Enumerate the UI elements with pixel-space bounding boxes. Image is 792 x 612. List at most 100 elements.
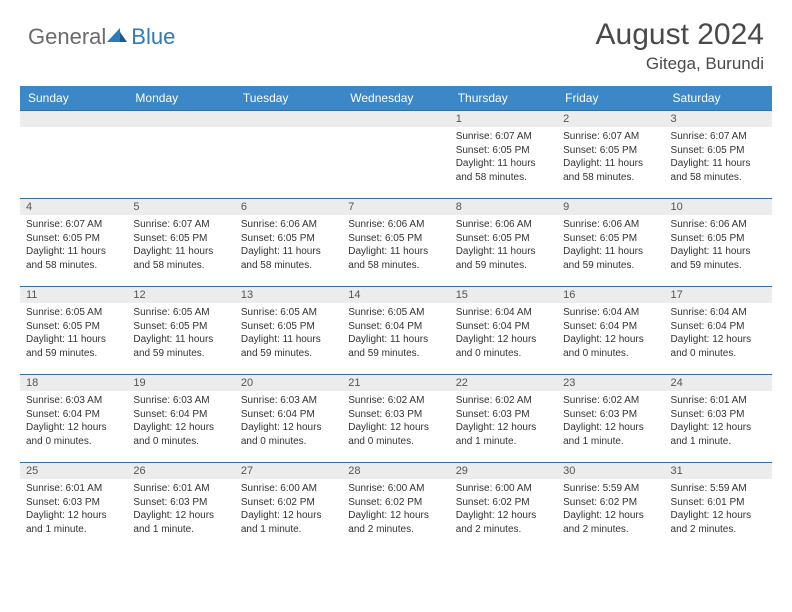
day-number: 21 <box>342 375 449 391</box>
day-number: 25 <box>20 463 127 479</box>
day-cell: 2Sunrise: 6:07 AMSunset: 6:05 PMDaylight… <box>557 111 664 199</box>
day-number: 26 <box>127 463 234 479</box>
day-detail: Sunrise: 6:06 AMSunset: 6:05 PMDaylight:… <box>342 215 449 275</box>
day-detail: Sunrise: 6:06 AMSunset: 6:05 PMDaylight:… <box>665 215 772 275</box>
day-cell: 28Sunrise: 6:00 AMSunset: 6:02 PMDayligh… <box>342 463 449 551</box>
day-detail: Sunrise: 6:04 AMSunset: 6:04 PMDaylight:… <box>665 303 772 363</box>
day-detail: Sunrise: 6:00 AMSunset: 6:02 PMDaylight:… <box>342 479 449 539</box>
day-number: 24 <box>665 375 772 391</box>
day-detail: Sunrise: 6:07 AMSunset: 6:05 PMDaylight:… <box>127 215 234 275</box>
day-number: 27 <box>235 463 342 479</box>
day-cell: 16Sunrise: 6:04 AMSunset: 6:04 PMDayligh… <box>557 287 664 375</box>
day-detail: Sunrise: 6:00 AMSunset: 6:02 PMDaylight:… <box>450 479 557 539</box>
day-number: 4 <box>20 199 127 215</box>
dayname-sunday: Sunday <box>20 86 127 111</box>
day-cell: 17Sunrise: 6:04 AMSunset: 6:04 PMDayligh… <box>665 287 772 375</box>
day-number: 2 <box>557 111 664 127</box>
day-number: 15 <box>450 287 557 303</box>
week-row: 4Sunrise: 6:07 AMSunset: 6:05 PMDaylight… <box>20 199 772 287</box>
day-cell: 11Sunrise: 6:05 AMSunset: 6:05 PMDayligh… <box>20 287 127 375</box>
day-cell: 25Sunrise: 6:01 AMSunset: 6:03 PMDayligh… <box>20 463 127 551</box>
day-cell: 6Sunrise: 6:06 AMSunset: 6:05 PMDaylight… <box>235 199 342 287</box>
day-detail: Sunrise: 6:07 AMSunset: 6:05 PMDaylight:… <box>665 127 772 187</box>
day-number: 20 <box>235 375 342 391</box>
day-cell: 4Sunrise: 6:07 AMSunset: 6:05 PMDaylight… <box>20 199 127 287</box>
day-detail: Sunrise: 6:00 AMSunset: 6:02 PMDaylight:… <box>235 479 342 539</box>
day-number: 28 <box>342 463 449 479</box>
day-cell: 29Sunrise: 6:00 AMSunset: 6:02 PMDayligh… <box>450 463 557 551</box>
day-cell: 18Sunrise: 6:03 AMSunset: 6:04 PMDayligh… <box>20 375 127 463</box>
dayname-thursday: Thursday <box>450 86 557 111</box>
day-cell: 14Sunrise: 6:05 AMSunset: 6:04 PMDayligh… <box>342 287 449 375</box>
day-detail: Sunrise: 6:06 AMSunset: 6:05 PMDaylight:… <box>450 215 557 275</box>
day-cell: 30Sunrise: 5:59 AMSunset: 6:02 PMDayligh… <box>557 463 664 551</box>
day-cell: 1Sunrise: 6:07 AMSunset: 6:05 PMDaylight… <box>450 111 557 199</box>
day-number: 3 <box>665 111 772 127</box>
logo-text-general: General <box>28 24 106 50</box>
day-cell: 20Sunrise: 6:03 AMSunset: 6:04 PMDayligh… <box>235 375 342 463</box>
day-number: 7 <box>342 199 449 215</box>
day-number: 10 <box>665 199 772 215</box>
day-cell: 22Sunrise: 6:02 AMSunset: 6:03 PMDayligh… <box>450 375 557 463</box>
day-detail: Sunrise: 6:06 AMSunset: 6:05 PMDaylight:… <box>557 215 664 275</box>
week-row: 11Sunrise: 6:05 AMSunset: 6:05 PMDayligh… <box>20 287 772 375</box>
day-detail: Sunrise: 6:03 AMSunset: 6:04 PMDaylight:… <box>127 391 234 451</box>
day-cell: 15Sunrise: 6:04 AMSunset: 6:04 PMDayligh… <box>450 287 557 375</box>
day-number: 9 <box>557 199 664 215</box>
day-detail: Sunrise: 6:01 AMSunset: 6:03 PMDaylight:… <box>20 479 127 539</box>
day-cell: 10Sunrise: 6:06 AMSunset: 6:05 PMDayligh… <box>665 199 772 287</box>
week-row: 1Sunrise: 6:07 AMSunset: 6:05 PMDaylight… <box>20 111 772 199</box>
day-detail: Sunrise: 6:04 AMSunset: 6:04 PMDaylight:… <box>450 303 557 363</box>
day-cell: 24Sunrise: 6:01 AMSunset: 6:03 PMDayligh… <box>665 375 772 463</box>
dayname-friday: Friday <box>557 86 664 111</box>
header: General Blue August 2024 Gitega, Burundi <box>0 0 792 82</box>
day-cell: 26Sunrise: 6:01 AMSunset: 6:03 PMDayligh… <box>127 463 234 551</box>
day-detail: Sunrise: 6:05 AMSunset: 6:05 PMDaylight:… <box>127 303 234 363</box>
day-number: 17 <box>665 287 772 303</box>
day-detail: Sunrise: 6:02 AMSunset: 6:03 PMDaylight:… <box>342 391 449 451</box>
day-number: 12 <box>127 287 234 303</box>
day-number: 11 <box>20 287 127 303</box>
day-detail: Sunrise: 6:02 AMSunset: 6:03 PMDaylight:… <box>450 391 557 451</box>
day-detail: Sunrise: 6:01 AMSunset: 6:03 PMDaylight:… <box>127 479 234 539</box>
day-number: 29 <box>450 463 557 479</box>
logo-triangle-icon <box>106 26 128 49</box>
day-number: 8 <box>450 199 557 215</box>
logo-text-blue: Blue <box>131 24 175 50</box>
day-number: 6 <box>235 199 342 215</box>
day-detail: Sunrise: 6:07 AMSunset: 6:05 PMDaylight:… <box>557 127 664 187</box>
day-cell: 12Sunrise: 6:05 AMSunset: 6:05 PMDayligh… <box>127 287 234 375</box>
day-number: 19 <box>127 375 234 391</box>
day-detail: Sunrise: 6:06 AMSunset: 6:05 PMDaylight:… <box>235 215 342 275</box>
day-cell: 8Sunrise: 6:06 AMSunset: 6:05 PMDaylight… <box>450 199 557 287</box>
day-cell: 13Sunrise: 6:05 AMSunset: 6:05 PMDayligh… <box>235 287 342 375</box>
day-detail: Sunrise: 6:07 AMSunset: 6:05 PMDaylight:… <box>450 127 557 187</box>
day-number: 30 <box>557 463 664 479</box>
blank-bar <box>20 111 127 127</box>
location-label: Gitega, Burundi <box>596 54 764 74</box>
day-detail: Sunrise: 6:03 AMSunset: 6:04 PMDaylight:… <box>20 391 127 451</box>
dayname-saturday: Saturday <box>665 86 772 111</box>
dayname-tuesday: Tuesday <box>235 86 342 111</box>
day-number: 14 <box>342 287 449 303</box>
day-number: 18 <box>20 375 127 391</box>
dayname-wednesday: Wednesday <box>342 86 449 111</box>
blank-cell <box>127 111 234 199</box>
day-cell: 21Sunrise: 6:02 AMSunset: 6:03 PMDayligh… <box>342 375 449 463</box>
day-number: 16 <box>557 287 664 303</box>
blank-bar <box>127 111 234 127</box>
week-row: 25Sunrise: 6:01 AMSunset: 6:03 PMDayligh… <box>20 463 772 551</box>
blank-bar <box>235 111 342 127</box>
day-detail: Sunrise: 6:01 AMSunset: 6:03 PMDaylight:… <box>665 391 772 451</box>
day-detail: Sunrise: 6:05 AMSunset: 6:04 PMDaylight:… <box>342 303 449 363</box>
day-detail: Sunrise: 5:59 AMSunset: 6:02 PMDaylight:… <box>557 479 664 539</box>
day-cell: 5Sunrise: 6:07 AMSunset: 6:05 PMDaylight… <box>127 199 234 287</box>
day-number: 13 <box>235 287 342 303</box>
blank-cell <box>235 111 342 199</box>
day-detail: Sunrise: 6:03 AMSunset: 6:04 PMDaylight:… <box>235 391 342 451</box>
week-row: 18Sunrise: 6:03 AMSunset: 6:04 PMDayligh… <box>20 375 772 463</box>
day-detail: Sunrise: 6:04 AMSunset: 6:04 PMDaylight:… <box>557 303 664 363</box>
day-cell: 27Sunrise: 6:00 AMSunset: 6:02 PMDayligh… <box>235 463 342 551</box>
day-detail: Sunrise: 6:07 AMSunset: 6:05 PMDaylight:… <box>20 215 127 275</box>
dayname-monday: Monday <box>127 86 234 111</box>
